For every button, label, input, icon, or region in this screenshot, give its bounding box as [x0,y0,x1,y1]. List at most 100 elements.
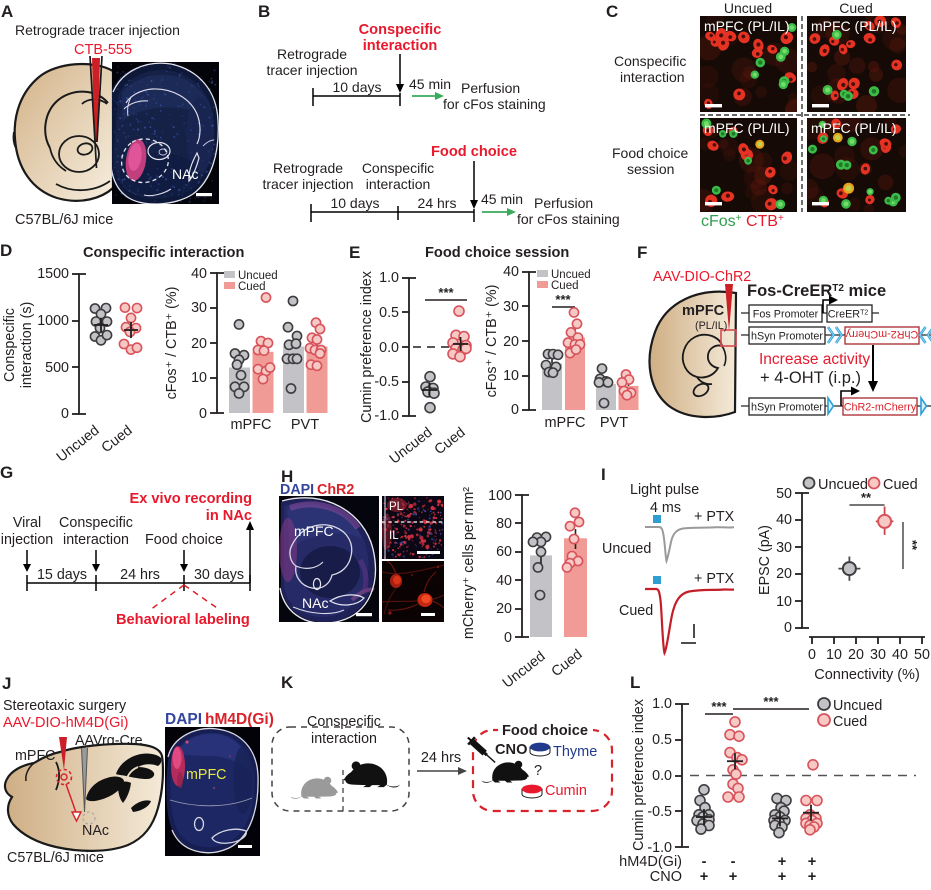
svg-text:15 days: 15 days [37,567,87,583]
svg-text:DAPI: DAPI [165,711,202,728]
svg-text:20: 20 [776,566,792,582]
svg-text:B: B [258,2,270,21]
svg-text:20: 20 [191,336,207,352]
svg-text:-0.5: -0.5 [374,374,399,390]
svg-text:50: 50 [776,486,792,502]
svg-text:10 days: 10 days [332,79,381,95]
svg-text:interaction: interaction [363,38,438,54]
svg-text:0: 0 [61,406,69,422]
svg-text:30: 30 [191,300,207,316]
svg-text:mCherry⁺ cells per mm²: mCherry⁺ cells per mm² [461,487,477,639]
svg-text:+: + [808,869,817,885]
svg-text:mPFC (PL/IL): mPFC (PL/IL) [811,120,897,136]
svg-text:G: G [0,463,13,482]
svg-text:C57BL/6J mice: C57BL/6J mice [7,850,104,866]
svg-text:mPFC (PL/IL): mPFC (PL/IL) [704,120,790,136]
svg-text:in NAc: in NAc [206,508,252,524]
svg-text:Cumin preference index: Cumin preference index [359,271,375,423]
svg-text:J: J [2,674,11,693]
svg-text:0: 0 [504,630,512,646]
svg-text:+: + [700,869,709,885]
svg-text:Food choice: Food choice [431,144,517,160]
svg-text:0.5: 0.5 [379,305,399,321]
svg-text:for cFos staining: for cFos staining [517,211,620,227]
svg-text:0: 0 [808,647,816,663]
svg-text:***: *** [763,694,779,709]
svg-text:IL: IL [389,530,399,542]
svg-text:cFos⁺ / CTB⁺ (%): cFos⁺ / CTB⁺ (%) [164,287,180,400]
svg-text:Fos Promoter: Fos Promoter [753,309,819,321]
svg-text:***: *** [711,699,727,714]
svg-text:EPSC (pA): EPSC (pA) [757,525,773,595]
svg-text:interaction: interaction [366,176,431,192]
svg-text:mPFC: mPFC [186,767,227,783]
svg-text:interaction: interaction [63,532,129,548]
svg-text:tracer injection: tracer injection [262,176,353,192]
svg-text:?: ? [534,763,542,779]
svg-text:Conspecific: Conspecific [59,515,133,531]
svg-text:Light pulse: Light pulse [630,482,699,498]
svg-text:10: 10 [503,368,519,384]
svg-text:1000: 1000 [37,313,69,329]
svg-text:I: I [601,465,606,484]
svg-text:40: 40 [892,647,908,663]
svg-text:Ex vivo recording: Ex vivo recording [130,491,252,507]
svg-text:**: ** [905,540,920,551]
svg-text:Stereotaxic surgery: Stereotaxic surgery [3,698,127,714]
svg-text:Increase activity: Increase activity [759,351,870,368]
svg-text:-: - [702,854,707,870]
svg-text:A: A [1,2,13,21]
svg-text:20: 20 [503,334,519,350]
svg-text:PL: PL [389,501,404,513]
svg-text:+ PTX: + PTX [694,571,735,587]
svg-text:Cued: Cued [551,280,579,292]
svg-text:PVT: PVT [291,417,319,433]
svg-text:session: session [627,161,674,177]
svg-text:Food choice: Food choice [145,532,223,548]
svg-text:ChR2: ChR2 [317,482,354,498]
svg-text:PVT: PVT [600,415,628,431]
svg-text:0.0: 0.0 [379,340,399,356]
svg-text:50: 50 [914,647,930,663]
svg-text:CTB-555: CTB-555 [74,42,132,58]
svg-text:+: + [778,854,787,870]
svg-text:40: 40 [503,264,519,280]
svg-text:-0.5: -0.5 [647,804,672,820]
svg-text:40: 40 [496,573,512,589]
svg-text:L: L [630,673,640,692]
svg-text:Food choice session: Food choice session [425,245,569,261]
svg-text:Cumin: Cumin [545,783,587,799]
svg-text:***: *** [555,292,571,307]
svg-text:Uncued: Uncued [818,477,868,493]
svg-text:Uncued: Uncued [238,270,278,282]
svg-text:injection: injection [1,532,54,548]
svg-text:10 days: 10 days [330,195,379,211]
svg-text:Cued: Cued [619,603,653,619]
svg-text:Conspecific: Conspecific [359,22,442,38]
svg-text:Retrograde: Retrograde [273,160,343,176]
svg-text:Conspecific interaction: Conspecific interaction [83,245,244,261]
svg-text:Cued: Cued [839,0,872,16]
svg-text:-1.0: -1.0 [374,408,399,424]
svg-text:NAc: NAc [82,823,109,839]
svg-text:Conspecific: Conspecific [2,308,18,382]
svg-text:cFos⁺ / CTB⁺ (%): cFos⁺ / CTB⁺ (%) [484,285,500,398]
svg-text:30 days: 30 days [194,567,244,583]
svg-text:Food choice: Food choice [502,723,588,739]
svg-text:E: E [349,243,360,262]
svg-text:mPFC: mPFC [544,415,585,431]
svg-text:for cFos staining: for cFos staining [443,96,546,112]
svg-text:1.0: 1.0 [652,696,672,712]
svg-text:H: H [281,467,293,486]
svg-text:mPFC: mPFC [230,417,271,433]
svg-text:1500: 1500 [37,266,69,282]
svg-text:Cumin preference index: Cumin preference index [631,699,647,851]
svg-text:0: 0 [199,406,207,422]
svg-text:F: F [637,243,647,262]
svg-text:hM4D(Gi): hM4D(Gi) [619,854,682,870]
svg-text:10: 10 [776,594,792,610]
svg-text:30: 30 [870,647,886,663]
svg-text:ChR2-mCherry: ChR2-mCherry [845,328,918,340]
svg-text:AAV-DIO-hM4D(Gi): AAV-DIO-hM4D(Gi) [3,715,128,731]
svg-text:+: + [778,869,787,885]
